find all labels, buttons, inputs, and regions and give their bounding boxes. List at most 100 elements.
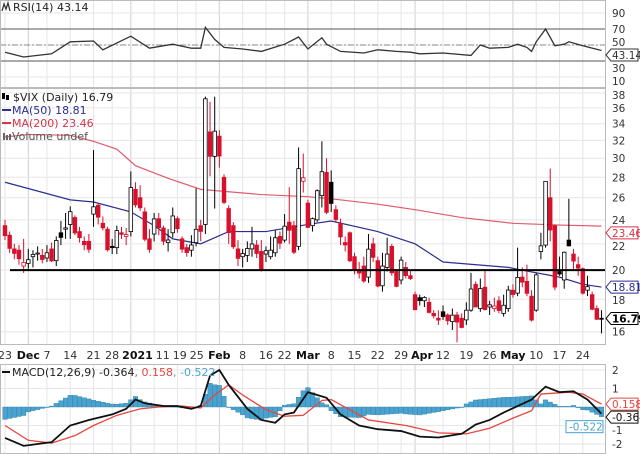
macd-histogram-bar <box>319 402 325 408</box>
macd-histogram-bar <box>305 387 311 408</box>
candle-body <box>417 297 422 302</box>
macd-histogram-bar <box>109 403 115 408</box>
candle <box>212 96 217 209</box>
macd-histogram-bar <box>53 403 59 408</box>
candle-body <box>585 286 590 291</box>
candle-body <box>114 230 120 249</box>
candle-body <box>235 248 241 259</box>
macd-histogram-bar <box>384 406 390 415</box>
date-tick-label: 29 <box>394 349 408 362</box>
macd-histogram-bar <box>226 406 232 408</box>
date-tick-label: 10 <box>529 349 543 362</box>
candle-body <box>342 242 348 246</box>
candle <box>128 171 134 237</box>
macd-hist-tag: -0.522 <box>565 420 604 434</box>
candle <box>552 224 558 291</box>
candle-body <box>510 289 516 295</box>
rsi-frame <box>0 0 606 88</box>
macd-histogram-bar <box>505 397 511 408</box>
macd-histogram-bar <box>91 400 97 408</box>
macd-signal-tag-text: 0.158 <box>612 399 640 411</box>
candle-body <box>128 187 134 232</box>
candle <box>72 215 78 236</box>
date-tick-label: 23 <box>0 349 12 362</box>
candle <box>450 308 455 331</box>
candle <box>296 147 301 251</box>
candle-body <box>96 204 101 218</box>
candle-body <box>594 308 600 320</box>
candle-body <box>249 243 255 250</box>
macd-histogram-bar <box>552 404 558 408</box>
candle <box>165 229 171 252</box>
macd-histogram-bar <box>30 406 36 411</box>
date-tick-label: 8 <box>239 349 246 362</box>
macd-histogram-bar <box>375 406 381 416</box>
candle-body <box>282 225 287 241</box>
candle <box>12 243 17 260</box>
candle <box>422 296 427 308</box>
candle-body <box>580 268 586 294</box>
candle <box>473 281 478 308</box>
candle-body <box>207 131 213 157</box>
candle <box>436 310 441 325</box>
candle <box>203 96 208 234</box>
candle <box>571 248 576 271</box>
ma200-value-tag-box <box>605 226 639 240</box>
candle-body <box>557 271 562 275</box>
price-tick-label: 20 <box>612 265 625 277</box>
candle <box>240 248 245 268</box>
candle-body <box>21 261 26 267</box>
macd-histogram-bar <box>547 401 553 408</box>
candle-body <box>2 225 8 237</box>
candle <box>179 236 185 253</box>
candle-body <box>487 304 492 308</box>
candle <box>291 220 297 255</box>
candle-body <box>384 253 390 268</box>
macd-histogram-bar <box>543 399 549 408</box>
candle-body <box>82 240 87 246</box>
macd-histogram-bar <box>361 406 367 417</box>
rsi-tick-label: 30 <box>612 63 625 75</box>
candle-body <box>58 232 64 238</box>
macd-tick-label: 1 <box>612 384 619 396</box>
candle <box>193 188 199 247</box>
date-tick-label: 25 <box>190 349 204 362</box>
date-tick-label: 24 <box>576 349 590 362</box>
price-panel <box>2 96 605 343</box>
macd-histogram-bar <box>407 406 413 415</box>
macd-histogram-bar <box>491 398 497 408</box>
price-tick-label: 26 <box>612 193 626 205</box>
candle <box>133 182 138 208</box>
candle-body <box>496 300 502 311</box>
candle <box>16 245 22 265</box>
candle-body <box>408 275 413 279</box>
candle-body <box>515 277 520 294</box>
date-tick-label: 7 <box>43 349 50 362</box>
candle-body <box>170 215 175 234</box>
candle <box>454 311 460 343</box>
macd-histogram-bar <box>459 406 465 408</box>
macd-histogram-bar <box>473 399 479 408</box>
macd-histogram-bar <box>2 406 8 420</box>
candle <box>338 218 343 246</box>
candle-body <box>328 181 334 204</box>
macd-histogram-bar <box>561 406 567 408</box>
macd-hist-tag-text: -0.522 <box>569 422 603 434</box>
candle-body <box>301 177 306 182</box>
rsi-tick-label: 90 <box>612 8 625 20</box>
candle <box>105 226 110 252</box>
ma50-value-tag-text: 18.81 <box>612 282 640 294</box>
date-tick-label: 11 <box>156 349 170 362</box>
candle-body <box>524 281 530 294</box>
candle-body <box>226 208 231 234</box>
macd-histogram-bar <box>426 406 432 414</box>
date-tick-label: 12 <box>436 349 450 362</box>
ma200-value-tag: 23.46 <box>605 226 640 240</box>
candle-body <box>165 239 171 243</box>
candle-body <box>473 283 478 308</box>
macd-histogram-bar <box>566 406 572 408</box>
last-price-tag-box <box>605 311 639 325</box>
candle <box>333 205 339 223</box>
rsi-indicator-icon <box>1 0 11 12</box>
candle <box>268 236 273 260</box>
